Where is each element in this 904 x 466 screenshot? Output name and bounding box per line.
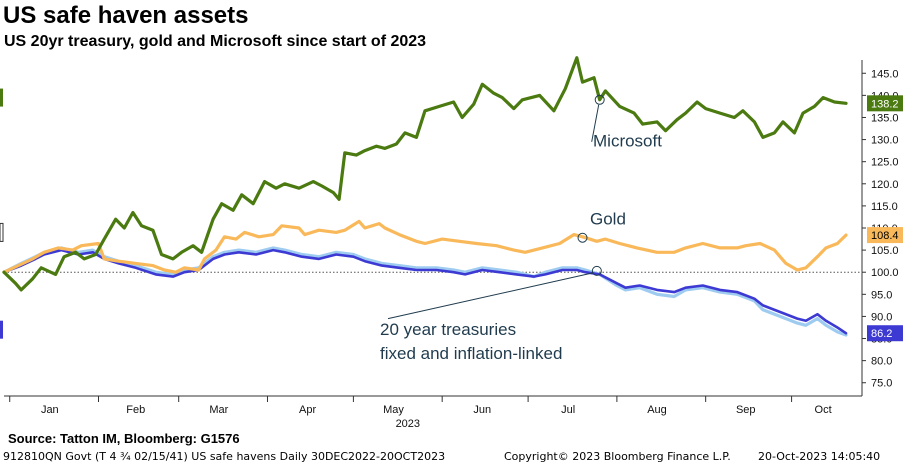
annotation-label-treasuries-1: 20 year treasuries [380,320,516,339]
y-tick-label: 115.0 [871,201,898,213]
annotation-leader-treasuries [387,272,593,320]
series-line-treasury_fixed [2,248,848,335]
left-marker-microsoft [0,88,3,107]
last-value-badge-gold [867,227,903,244]
x-tick-label: Jun [473,404,491,416]
footer-timestamp: 20-Oct-2023 14:05:40 [758,450,881,463]
left-marker-treasury_fixed [0,320,3,339]
x-tick-label: Apr [299,404,316,416]
annotation-label-microsoft: Microsoft [593,132,662,151]
x-tick-label: Sep [736,404,756,416]
y-tick-label: 80.0 [871,356,892,368]
y-tick-label: 75.0 [871,378,892,390]
y-tick-label: 100.0 [871,267,899,279]
footer-copyright: Copyright© 2023 Bloomberg Finance L.P. [504,450,731,463]
chart-title: US safe haven assets [3,2,249,29]
y-tick-label: 105.0 [871,245,899,257]
y-tick-label: 125.0 [871,157,899,169]
series-line-treasury_linked [2,246,848,337]
y-tick-label: 145.0 [871,68,899,80]
x-tick-label: Aug [647,404,667,416]
last-value-label-microsoft: 138.2 [871,98,899,110]
annotation-marker-treasuries [591,265,602,276]
footer-security: 912810QN Govt (T 4 ¾ 02/15/41) US safe h… [3,450,446,463]
x-tick-label: May [383,404,404,416]
source-note: Source: Tatton IM, Bloomberg: G1576 [8,431,240,446]
last-value-badge-treasury_fixed [867,325,903,342]
x-tick-label: Oct [815,404,832,416]
left-marker-gold [0,222,4,242]
series-line-gold [2,219,848,274]
y-tick-label: 135.0 [871,112,899,124]
x-tick-label: Jan [41,404,59,416]
y-tick-label: 90.0 [871,311,892,323]
x-tick-label: Mar [209,404,228,416]
y-tick-label: 95.0 [871,289,892,301]
annotation-leader-microsoft [591,104,600,142]
x-tick-label: Feb [126,404,145,416]
series-line-microsoft [2,56,848,292]
annotation-marker-microsoft [594,94,605,105]
chart-subtitle: US 20yr treasury, gold and Microsoft sin… [4,33,427,50]
last-value-label-treasury_fixed: 86.2 [871,328,892,340]
x-tick-label: Jul [561,404,575,416]
x-year-label: 2023 [396,418,420,430]
annotation-label-gold: Gold [590,209,626,228]
last-value-badge-microsoft [867,95,903,112]
y-tick-label: 120.0 [871,179,899,191]
y-tick-label: 130.0 [871,135,899,147]
last-value-label-gold: 108.4 [871,230,899,242]
annotation-label-treasuries-2: fixed and inflation-linked [380,344,562,363]
annotation-marker-gold [577,232,588,243]
